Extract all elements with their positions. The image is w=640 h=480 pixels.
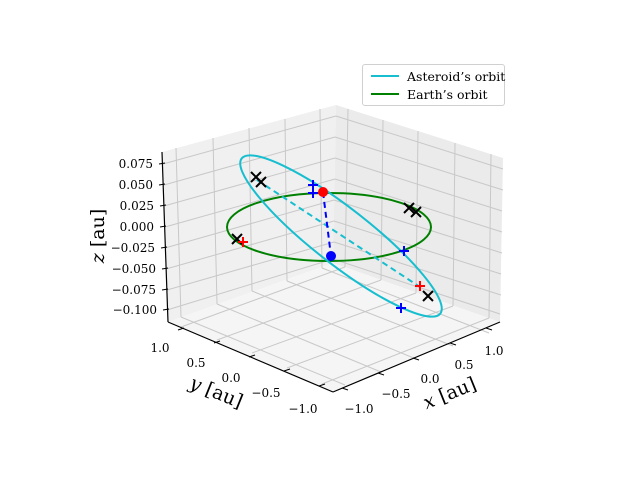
z-tick: −0.100 bbox=[113, 303, 157, 317]
y-tick: 0.5 bbox=[186, 356, 205, 370]
z-tick-labels: 0.075 0.050 0.025 0.000 −0.025 −0.050 −0… bbox=[111, 157, 157, 317]
blue-point bbox=[326, 251, 336, 261]
plus-marker bbox=[396, 303, 406, 313]
plus-marker bbox=[399, 246, 409, 256]
legend-item-asteroid: Asteroid’s orbit bbox=[371, 67, 505, 85]
x-tick-labels: −1.0 −0.5 0.0 0.5 1.0 bbox=[344, 344, 503, 416]
grid bbox=[162, 108, 504, 386]
y-tick: 0.0 bbox=[221, 371, 240, 385]
legend-label: Asteroid’s orbit bbox=[407, 68, 506, 84]
tick-marks bbox=[158, 162, 493, 391]
asteroid-line-swatch-icon bbox=[371, 75, 399, 77]
y-tick: −0.5 bbox=[251, 386, 280, 400]
line-of-nodes bbox=[256, 179, 421, 288]
x-tick: 1.0 bbox=[484, 344, 503, 358]
asteroid-orbit bbox=[239, 154, 443, 318]
left-pane bbox=[162, 105, 336, 322]
x-tick: 0.0 bbox=[420, 372, 439, 386]
x-var: x bbox=[420, 389, 438, 414]
plus-marker bbox=[308, 188, 318, 198]
earth-line-swatch-icon bbox=[371, 93, 399, 95]
y-tick: 1.0 bbox=[150, 341, 169, 355]
plus-marker bbox=[238, 237, 248, 247]
z-tick: −0.050 bbox=[112, 262, 156, 276]
y-tick-labels: 1.0 0.5 0.0 −0.5 −1.0 bbox=[150, 341, 317, 416]
floor-pane bbox=[168, 263, 500, 392]
z-tick: 0.050 bbox=[119, 178, 153, 192]
red-point bbox=[318, 187, 328, 197]
plus-marker bbox=[415, 281, 425, 291]
x-tick: −0.5 bbox=[381, 387, 410, 401]
dashed-blue-connector bbox=[322, 191, 332, 257]
x-marker bbox=[410, 206, 422, 218]
legend-label: Earth’s orbit bbox=[407, 86, 488, 102]
legend: Asteroid’s orbit Earth’s orbit bbox=[362, 64, 505, 106]
z-tick: −0.025 bbox=[111, 241, 155, 255]
z-tick: 0.025 bbox=[120, 199, 154, 213]
x-axis-line bbox=[332, 321, 501, 393]
x-marker bbox=[422, 290, 434, 302]
y-var: y bbox=[186, 372, 205, 397]
x-markers bbox=[231, 171, 434, 302]
x-tick: −1.0 bbox=[344, 402, 373, 416]
x-marker bbox=[403, 202, 415, 214]
z-var: z bbox=[87, 252, 109, 264]
z-tick: 0.075 bbox=[119, 157, 153, 171]
x-marker bbox=[255, 176, 267, 188]
legend-item-earth: Earth’s orbit bbox=[371, 85, 488, 103]
y-tick: −1.0 bbox=[288, 402, 317, 416]
z-unit: [au] bbox=[87, 209, 109, 247]
red-plus-markers bbox=[238, 237, 425, 291]
z-axis-label: z [au] bbox=[87, 209, 109, 264]
z-axis-line bbox=[161, 151, 169, 323]
svg-text:z [au]: z [au] bbox=[87, 209, 109, 264]
z-tick: −0.075 bbox=[112, 283, 156, 297]
x-unit: [au] bbox=[436, 373, 480, 408]
z-tick: 0.000 bbox=[120, 220, 154, 234]
blue-plus-markers bbox=[308, 180, 409, 313]
x-tick: 0.5 bbox=[454, 358, 473, 372]
